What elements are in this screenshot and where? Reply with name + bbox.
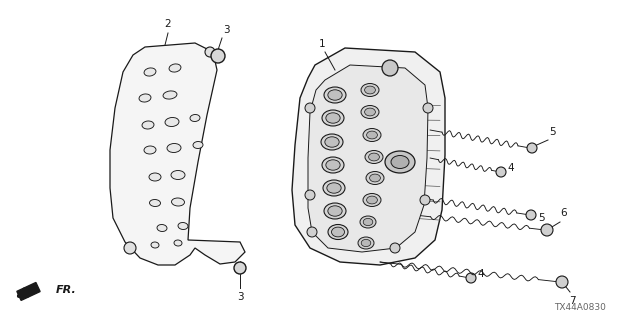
Ellipse shape [385,151,415,173]
Text: 2: 2 [164,19,172,29]
Ellipse shape [367,131,378,139]
Circle shape [124,242,136,254]
Circle shape [390,243,400,253]
Polygon shape [308,65,428,252]
Circle shape [527,143,537,153]
Ellipse shape [174,240,182,246]
Ellipse shape [165,117,179,126]
Ellipse shape [361,84,379,97]
Ellipse shape [328,90,342,100]
Text: 5: 5 [538,213,545,223]
Text: 6: 6 [561,208,567,218]
Ellipse shape [328,225,348,239]
Ellipse shape [366,172,384,185]
Ellipse shape [157,225,167,231]
Text: TX44A0830: TX44A0830 [554,303,606,313]
Ellipse shape [149,173,161,181]
Circle shape [305,103,315,113]
Ellipse shape [142,121,154,129]
Circle shape [423,103,433,113]
Ellipse shape [323,180,345,196]
Ellipse shape [321,134,343,150]
Ellipse shape [328,206,342,216]
Ellipse shape [193,141,203,148]
Ellipse shape [364,219,372,226]
Text: FR.: FR. [56,285,77,295]
Ellipse shape [322,157,344,173]
Ellipse shape [365,108,376,116]
Circle shape [305,190,315,200]
Ellipse shape [324,203,346,219]
Ellipse shape [391,156,409,169]
Circle shape [211,49,225,63]
Text: 3: 3 [223,25,229,35]
Ellipse shape [365,150,383,164]
Polygon shape [17,283,40,300]
Text: 5: 5 [550,127,556,137]
Ellipse shape [361,239,371,247]
Text: 7: 7 [569,296,575,306]
Ellipse shape [144,68,156,76]
Ellipse shape [178,222,188,229]
Ellipse shape [332,227,344,237]
Ellipse shape [171,171,185,180]
Ellipse shape [358,237,374,249]
Ellipse shape [360,216,376,228]
Ellipse shape [365,86,376,94]
Circle shape [307,227,317,237]
Ellipse shape [190,115,200,122]
Ellipse shape [325,137,339,147]
Circle shape [526,210,536,220]
Ellipse shape [169,64,181,72]
Circle shape [541,224,553,236]
Ellipse shape [326,160,340,170]
Ellipse shape [150,199,161,206]
Ellipse shape [139,94,151,102]
Circle shape [556,276,568,288]
Ellipse shape [367,196,378,204]
Circle shape [205,47,215,57]
Text: 3: 3 [237,292,243,302]
Ellipse shape [327,183,341,193]
Polygon shape [110,43,245,265]
Ellipse shape [144,146,156,154]
Ellipse shape [151,242,159,248]
Ellipse shape [361,106,379,118]
Ellipse shape [167,143,181,153]
Text: 4: 4 [507,163,514,173]
Circle shape [420,195,430,205]
Circle shape [466,273,476,283]
Circle shape [382,60,398,76]
Ellipse shape [363,194,381,206]
Ellipse shape [163,91,177,99]
Text: 4: 4 [477,269,484,279]
Ellipse shape [370,174,380,182]
Ellipse shape [369,153,380,161]
Circle shape [234,262,246,274]
Ellipse shape [172,198,184,206]
Circle shape [496,167,506,177]
Ellipse shape [324,87,346,103]
Ellipse shape [363,129,381,141]
Ellipse shape [326,113,340,123]
Polygon shape [292,48,445,265]
Ellipse shape [322,110,344,126]
Text: 1: 1 [319,39,325,49]
